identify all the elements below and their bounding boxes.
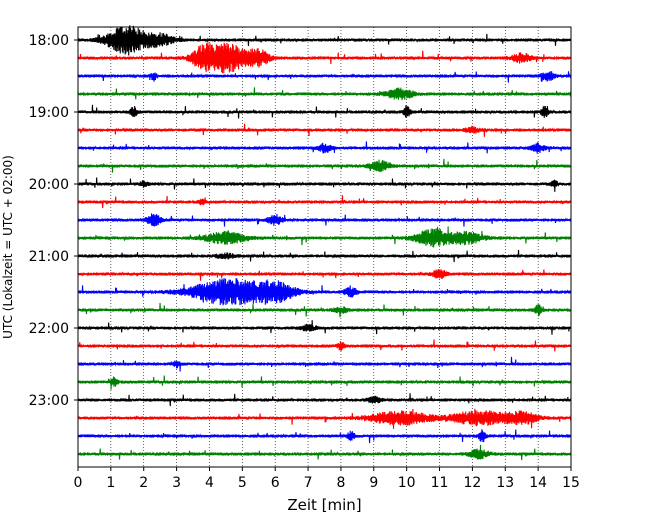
y-axis-ticks: 18:00 19:00 20:00 21:00 22:00 23:00 [29,33,78,409]
y-tick-label: 23:00 [29,393,69,409]
trace-2130 [77,278,572,306]
x-tick-label: 6 [271,475,280,491]
x-tick-label: 12 [463,475,481,491]
trace-1815 [77,42,572,74]
y-tick-label: 19:00 [29,105,69,121]
x-tick-label: 8 [336,475,345,491]
x-tick-label: 11 [431,475,449,491]
x-tick-label: 13 [496,475,514,491]
x-tick-label: 9 [369,475,378,491]
x-tick-label: 0 [74,475,83,491]
trace-1915 [77,123,572,137]
trace-1830 [77,71,572,83]
trace-1930 [77,141,572,154]
x-tick-label: 3 [172,475,181,491]
trace-2115 [77,269,572,281]
y-tick-label: 18:00 [29,33,69,49]
trace-2030 [77,213,572,227]
seismic-traces [77,25,572,461]
plot-frame [77,26,572,468]
trace-1945 [77,158,572,173]
trace-2315 [77,408,572,429]
trace-1845 [77,87,572,101]
trace-2330 [77,429,572,444]
trace-2145 [77,302,572,318]
x-tick-label: 2 [139,475,148,491]
trace-2200 [77,320,572,335]
trace-2215 [77,339,572,352]
x-tick-label: 14 [529,475,547,491]
y-tick-label: 21:00 [29,249,69,265]
y-axis-label: UTC (Lokalzeit = UTC + 02:00) [1,155,15,339]
x-tick-label: 7 [304,475,313,491]
trace-2015 [77,195,572,209]
x-tick-label: 1 [106,475,115,491]
x-tick-label: 5 [238,475,247,491]
trace-2300 [77,393,572,407]
y-tick-label: 20:00 [29,177,69,193]
grid-lines [110,27,539,467]
x-axis-label: Zeit [min] [287,496,361,514]
trace-2345 [77,444,572,461]
x-axis-ticks: 0 1 2 3 4 5 6 7 8 9 10 11 12 13 14 15 [74,467,580,491]
x-tick-label: 4 [205,475,214,491]
y-tick-label: 22:00 [29,321,69,337]
trace-2230 [77,356,572,372]
trace-2000 [77,177,572,192]
x-tick-label: 15 [562,475,580,491]
trace-1900 [77,104,572,119]
trace-2245 [77,375,572,390]
x-tick-label: 10 [398,475,416,491]
trace-2100 [77,249,572,263]
trace-1800 [77,25,572,56]
trace-2045 [77,226,572,248]
